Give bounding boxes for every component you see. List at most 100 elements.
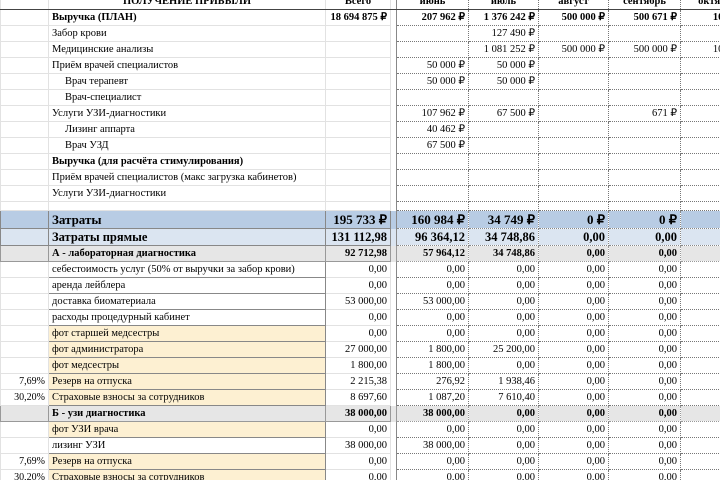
- value-cell: [325, 201, 391, 211]
- value-cell: 2 215,38: [325, 373, 391, 390]
- row: 30,20% Страховые взносы за сотрудников 8 6…: [0, 389, 720, 406]
- value-cell: 0,00: [325, 469, 391, 480]
- value-cell: 50 000 ₽: [468, 57, 539, 74]
- row-label: Забор крови: [48, 25, 326, 42]
- percent-cell: [0, 228, 49, 246]
- value-cell: [325, 41, 391, 58]
- value-cell: [468, 185, 539, 202]
- percent-cell: [0, 261, 49, 278]
- row-label: фот старшей медсестры: [48, 325, 326, 342]
- value-cell: 38 000,00: [396, 405, 469, 422]
- value-cell: 0,00: [468, 405, 539, 422]
- value-cell: [608, 137, 681, 154]
- row: А - лабораторная диагностика 92 712,98 57 …: [0, 245, 720, 262]
- value-cell: 53 000,00: [396, 293, 469, 310]
- row-label: доставка биоматериала: [48, 293, 326, 310]
- value-cell: 0 ₽: [608, 210, 681, 229]
- percent-cell: [0, 293, 49, 310]
- value-cell: 67 500 ₽: [468, 105, 539, 122]
- value-cell: 671 ₽: [608, 105, 681, 122]
- cell: [0, 0, 49, 10]
- value-cell: [538, 137, 609, 154]
- value-cell: [680, 201, 720, 211]
- value-cell: 50 000 ₽: [396, 73, 469, 90]
- value-cell: 0,00: [680, 373, 720, 390]
- value-cell: 0,00: [538, 277, 609, 294]
- percent-cell: [0, 121, 49, 138]
- value-cell: 0,00: [608, 293, 681, 310]
- row: Услуги УЗИ-диагностики 107 962 ₽67 500 ₽ 6…: [0, 105, 720, 122]
- row-label: А - лабораторная диагностика: [48, 245, 326, 262]
- row-label: Приём врачей специалистов: [48, 57, 326, 74]
- percent-cell: 7,69%: [0, 453, 49, 470]
- value-cell: 34 748,86: [468, 228, 539, 246]
- value-cell: 50 000 ₽: [396, 57, 469, 74]
- value-cell: [680, 105, 720, 122]
- row: фот администратора 27 000,00 1 800,00 25 20…: [0, 341, 720, 358]
- value-cell: 10 000 ₽: [680, 41, 720, 58]
- value-cell: [538, 73, 609, 90]
- row: Врач УЗД 67 500 ₽: [0, 137, 720, 154]
- percent-cell: 30,20%: [0, 389, 49, 406]
- header-cell: август: [538, 0, 609, 10]
- value-cell: 0,00: [468, 261, 539, 278]
- value-cell: 0,00: [680, 277, 720, 294]
- value-cell: 0,00: [468, 437, 539, 454]
- value-cell: 0,00: [396, 277, 469, 294]
- row-label: Выручка (для расчёта стимулирования): [48, 153, 326, 170]
- value-cell: [538, 89, 609, 106]
- header-cell: июль: [468, 0, 539, 10]
- header-cell: Всего: [325, 0, 391, 10]
- value-cell: 0,00: [538, 389, 609, 406]
- value-cell: 0,00: [538, 373, 609, 390]
- value-cell: 0,00: [608, 405, 681, 422]
- row: лизинг УЗИ 38 000,00 38 000,00 0,00 0,00 0,00…: [0, 437, 720, 454]
- value-cell: [325, 185, 391, 202]
- value-cell: 500 000 ₽: [608, 41, 681, 58]
- percent-cell: [0, 41, 49, 58]
- value-cell: 0,00: [396, 261, 469, 278]
- value-cell: 53 000,00: [325, 293, 391, 310]
- row-label: Выручка (ПЛАН): [48, 9, 326, 26]
- value-cell: 0,00: [325, 261, 391, 278]
- value-cell: 67 500 ₽: [396, 137, 469, 154]
- row-label: Страховые взносы за сотрудников: [48, 469, 326, 480]
- value-cell: 0,00: [538, 437, 609, 454]
- value-cell: [396, 201, 469, 211]
- value-cell: 0,00: [608, 469, 681, 480]
- value-cell: 96 364,12: [396, 228, 469, 246]
- row: Выручка (ПЛАН) 18 694 875 ₽ 207 962 ₽1 376…: [0, 9, 720, 26]
- value-cell: [680, 25, 720, 42]
- row: расходы процедурный кабинет 0,00 0,00 0,00 0…: [0, 309, 720, 326]
- value-cell: 0,00: [608, 325, 681, 342]
- value-cell: 8 697,60: [325, 389, 391, 406]
- value-cell: 1 800,00: [396, 341, 469, 358]
- value-cell: 0,00: [468, 357, 539, 374]
- header-title: ПОЛУЧЕНИЕ ПРИБЫЛИ: [48, 0, 326, 10]
- header-cell: июнь: [396, 0, 469, 10]
- value-cell: 38 000,00: [396, 437, 469, 454]
- value-cell: [680, 89, 720, 106]
- value-cell: [608, 169, 681, 186]
- row: 7,69% Резерв на отпуска 2 215,38 276,92 1 93…: [0, 373, 720, 390]
- row: себестоимость услуг (50% от выручки за з…: [0, 261, 720, 278]
- value-cell: [538, 121, 609, 138]
- value-cell: [325, 153, 391, 170]
- value-cell: 0,00: [396, 469, 469, 480]
- value-cell: 0,00: [396, 309, 469, 326]
- value-cell: 127 490 ₽: [468, 25, 539, 42]
- row-label: Лизинг аппарта: [48, 121, 326, 138]
- value-cell: [608, 121, 681, 138]
- row: Медицинские анализы 1 081 252 ₽500 000 ₽5…: [0, 41, 720, 58]
- value-cell: [538, 105, 609, 122]
- row: Услуги УЗИ-диагностики: [0, 185, 720, 202]
- value-cell: [468, 169, 539, 186]
- value-cell: [538, 201, 609, 211]
- value-cell: [608, 25, 681, 42]
- value-cell: 1 087,20: [396, 389, 469, 406]
- header-cell: октябрь: [680, 0, 720, 10]
- percent-cell: [0, 341, 49, 358]
